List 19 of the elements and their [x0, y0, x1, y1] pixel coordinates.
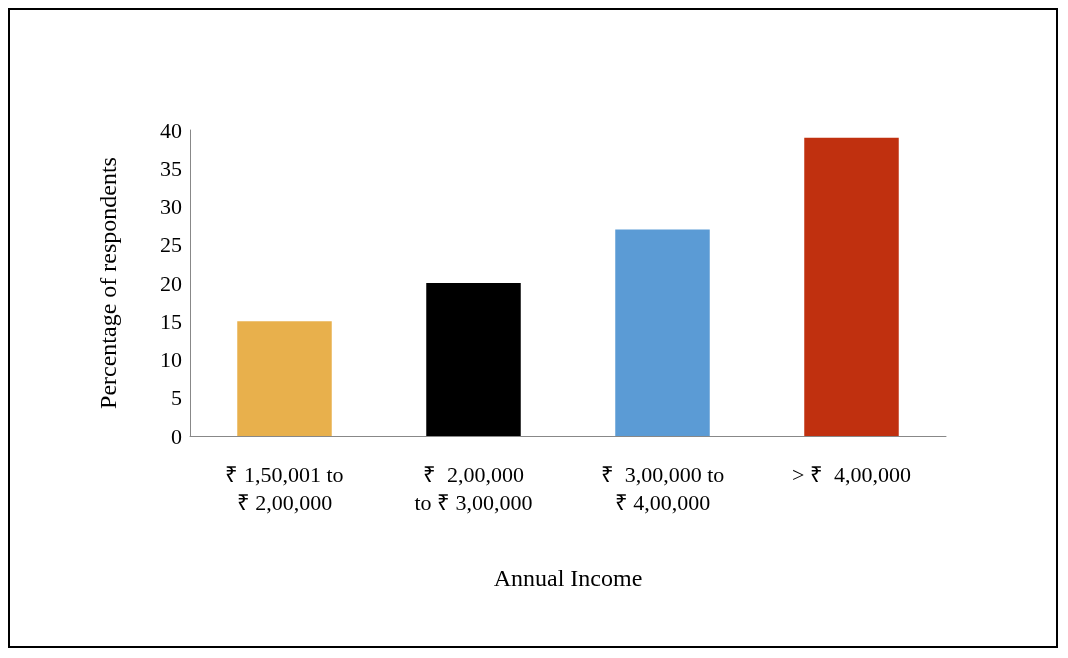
y-tick-label: 5	[171, 385, 182, 411]
x-tick-label: > ₹ 4,00,000	[792, 461, 911, 487]
y-tick-label: 25	[160, 232, 182, 258]
y-tick-label: 0	[171, 423, 182, 449]
y-tick-label: 20	[160, 270, 182, 296]
bar	[615, 229, 710, 436]
y-axis-title: Percentage of respondents	[95, 157, 121, 409]
x-axis-title: Annual Income	[493, 565, 643, 591]
x-tick-label: ₹ 2,00,000 to ₹ 3,00,000	[414, 461, 533, 515]
x-tick-label: ₹ 3,00,000 to ₹ 4,00,000	[600, 461, 725, 515]
bar	[804, 137, 899, 436]
y-tick-label: 35	[160, 155, 182, 181]
y-tick-label: 10	[160, 347, 182, 372]
bar	[237, 321, 332, 436]
y-tick-label: 30	[160, 194, 182, 219]
y-tick-label: 15	[160, 308, 182, 334]
x-tick-label: ₹ 1,50,001 to ₹ 2,00,000	[225, 461, 344, 515]
bar	[426, 283, 521, 436]
y-tick-label: 40	[160, 117, 182, 143]
